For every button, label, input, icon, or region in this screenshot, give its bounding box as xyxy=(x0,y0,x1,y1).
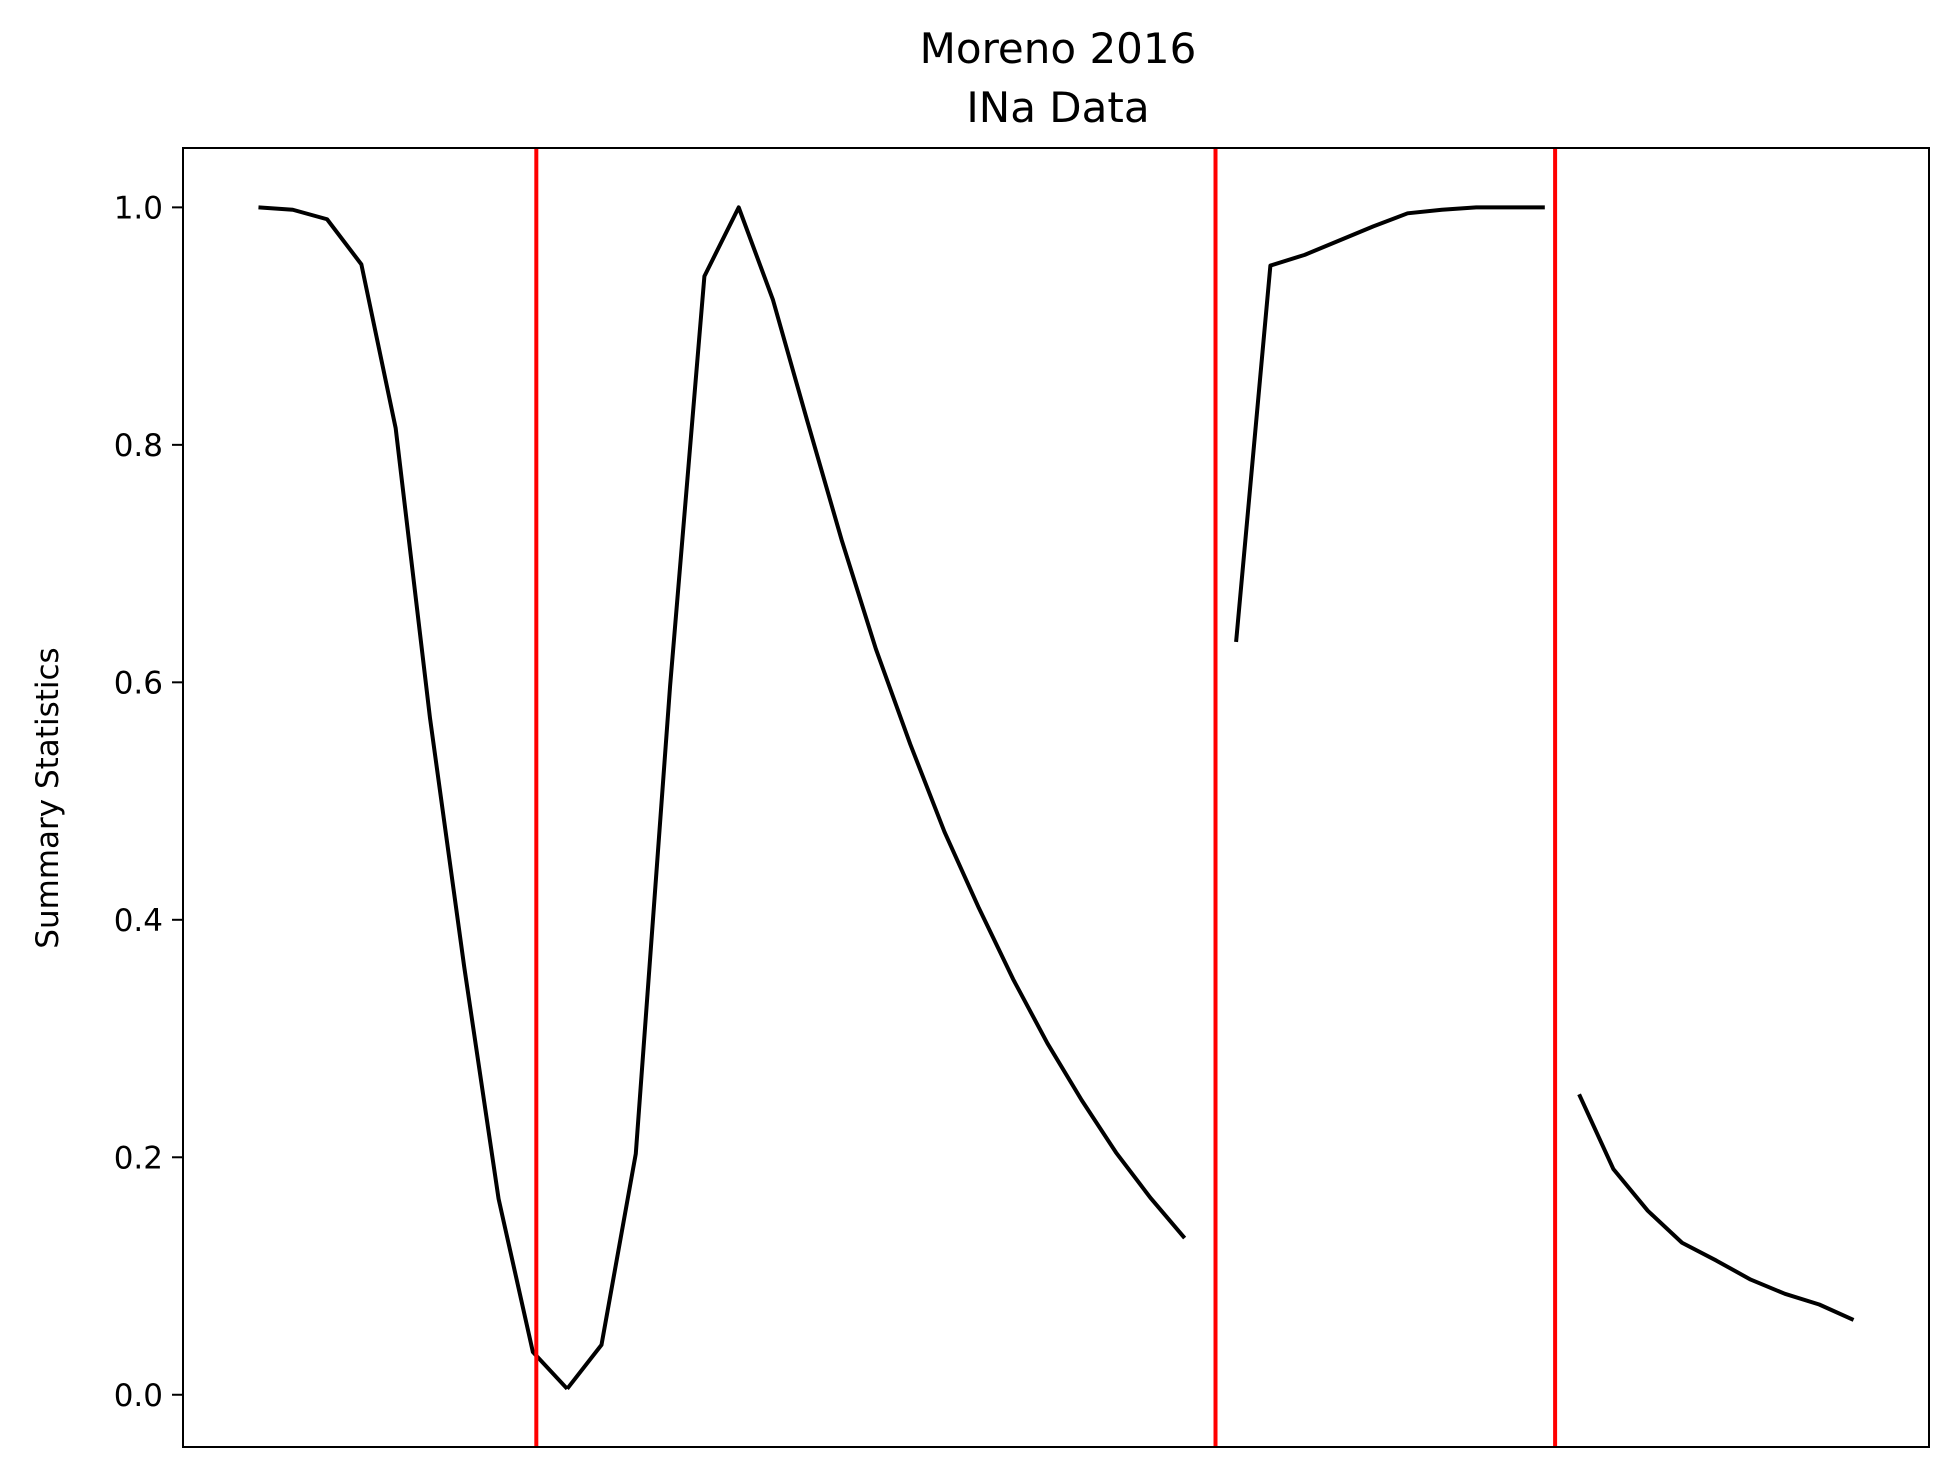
series-line-1 xyxy=(258,205,569,1391)
series-line-3 xyxy=(1234,205,1545,643)
y-axis-label: Summary Statistics xyxy=(30,647,66,948)
series-line-4 xyxy=(1577,1093,1855,1322)
series-line-2 xyxy=(565,205,1187,1391)
chart-title: Moreno 2016 xyxy=(920,24,1197,73)
plot-area: 0.0 0.2 0.4 0.6 0.8 1.0 xyxy=(114,147,1930,1448)
y-tick-label-4: 0.8 xyxy=(114,428,163,464)
y-tick-label-3: 0.6 xyxy=(114,665,163,701)
y-tick-label-1: 0.2 xyxy=(114,1140,163,1176)
y-tick-label-5: 1.0 xyxy=(114,190,163,226)
y-tick-label-0: 0.0 xyxy=(114,1378,163,1414)
chart-subtitle: INa Data xyxy=(966,83,1149,132)
y-tick-label-2: 0.4 xyxy=(114,903,163,939)
plot-frame xyxy=(182,147,1930,1448)
